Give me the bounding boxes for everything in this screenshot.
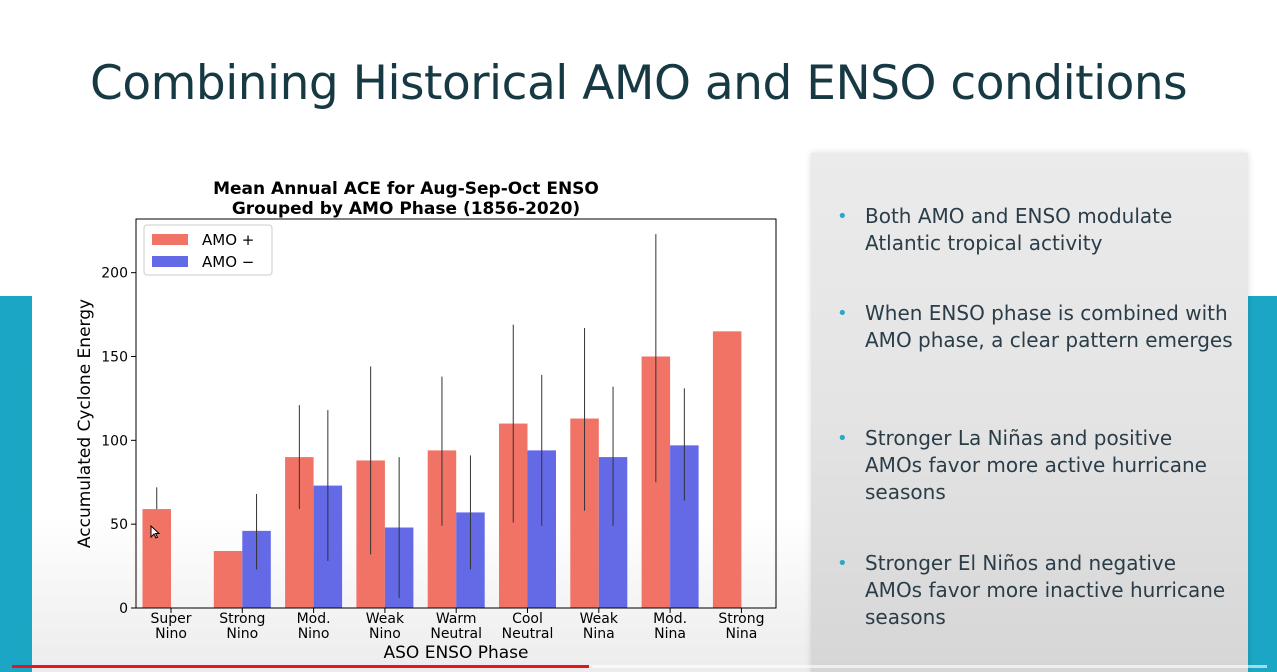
bullet-text: Both AMO and ENSO modulate Atlantic trop… xyxy=(865,204,1173,255)
bar xyxy=(213,550,243,608)
bullet-marker: • xyxy=(837,303,848,324)
bullet-panel: • Both AMO and ENSO modulate Atlantic tr… xyxy=(811,153,1248,672)
x-tick-label: Cool xyxy=(512,611,543,627)
chart-title-line-2: Grouped by AMO Phase (1856-2020) xyxy=(231,199,581,219)
legend-swatch xyxy=(152,256,188,267)
x-tick-label: Nino xyxy=(226,626,258,642)
video-progress-fill xyxy=(12,665,590,668)
bar-chart: 050100150200SuperNinoStrongNinoMod.NinoW… xyxy=(75,218,777,663)
legend-label: AMO − xyxy=(202,253,254,271)
legend-label: AMO + xyxy=(202,231,254,249)
x-tick-label: Nina xyxy=(725,626,757,642)
bullet-text: When ENSO phase is combined with AMO pha… xyxy=(865,301,1233,352)
mouse-cursor-icon xyxy=(150,525,160,539)
x-tick-label: Super xyxy=(150,611,191,627)
bullet-marker: • xyxy=(837,206,848,227)
y-tick-label: 50 xyxy=(110,517,128,533)
x-tick-label: Neutral xyxy=(502,626,554,642)
x-tick-label: Nino xyxy=(155,626,187,642)
x-tick-label: Nina xyxy=(583,626,615,642)
x-tick-label: Weak xyxy=(580,611,619,627)
legend-swatch xyxy=(152,234,188,245)
chart-title: Mean Annual ACE for Aug-Sep-Oct ENSO Gro… xyxy=(132,179,680,219)
x-tick-label: Strong xyxy=(718,611,764,627)
bullet-text: Stronger La Niñas and positive AMOs favo… xyxy=(865,426,1207,504)
x-tick-label: Strong xyxy=(219,611,265,627)
bullet-marker: • xyxy=(837,428,848,449)
y-axis-label: Accumulated Cyclone Energy xyxy=(75,299,95,548)
chart-title-line-1: Mean Annual ACE for Aug-Sep-Oct ENSO xyxy=(213,179,599,199)
y-tick-label: 150 xyxy=(101,349,128,365)
x-tick-label: Nino xyxy=(369,626,401,642)
bullet-marker: • xyxy=(837,553,848,574)
x-axis-label: ASO ENSO Phase xyxy=(384,643,529,663)
y-tick-label: 200 xyxy=(101,266,128,282)
x-tick-label: Warm xyxy=(436,611,477,627)
x-tick-label: Mod. xyxy=(653,611,687,627)
bar xyxy=(712,331,742,608)
bar xyxy=(142,509,171,608)
video-progress-bar[interactable] xyxy=(12,665,1267,668)
x-tick-label: Mod. xyxy=(297,611,331,627)
slide-title: Combining Historical AMO and ENSO condit… xyxy=(90,56,1188,111)
chart-panel: Mean Annual ACE for Aug-Sep-Oct ENSO Gro… xyxy=(32,153,811,672)
y-tick-label: 100 xyxy=(101,433,128,449)
bullet-text: Stronger El Niños and negative AMOs favo… xyxy=(865,551,1226,629)
x-tick-label: Neutral xyxy=(430,626,482,642)
x-tick-label: Weak xyxy=(366,611,405,627)
x-tick-label: Nino xyxy=(298,626,330,642)
x-tick-label: Nina xyxy=(654,626,686,642)
y-tick-label: 0 xyxy=(119,601,128,617)
